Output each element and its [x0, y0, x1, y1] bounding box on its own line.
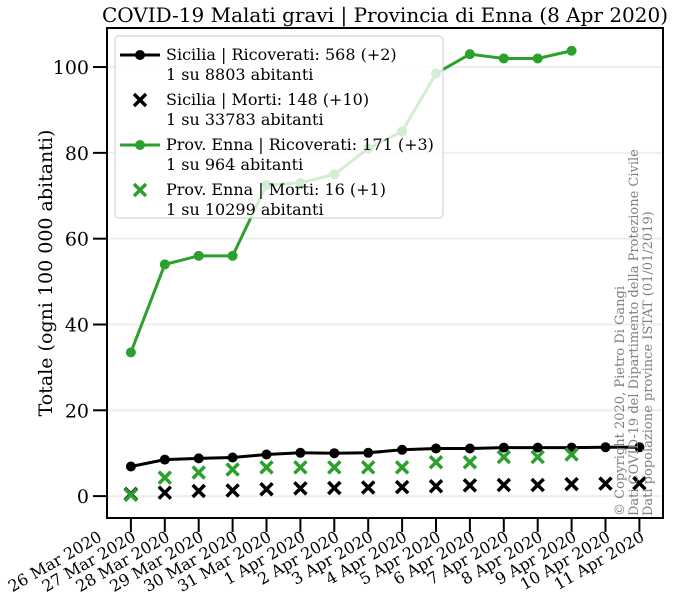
- legend-marker: [135, 50, 145, 60]
- point: [431, 443, 441, 454]
- cross-marker: [225, 462, 240, 477]
- cross-marker: [530, 477, 545, 493]
- point: [464, 49, 475, 60]
- cross-marker: [496, 449, 512, 465]
- cross-marker: [428, 454, 444, 470]
- point: [634, 442, 645, 453]
- plot-frame: [106, 27, 664, 519]
- annotation: Dati COVID-19 del Dipartimento della Pro…: [627, 149, 642, 516]
- legend-marker: [132, 182, 148, 198]
- legend-label: Sicilia | Morti: 148 (+10) 1 su 33783 abi…: [166, 90, 369, 129]
- point: [329, 448, 340, 459]
- cross-marker: [564, 447, 579, 462]
- y-tick-label: 80: [65, 143, 89, 165]
- cross-marker: [598, 476, 613, 491]
- point: [397, 444, 408, 455]
- point: [227, 452, 238, 463]
- legend-label: Sicilia | Ricoverati: 568 (+2) 1 su 8803 …: [166, 45, 397, 84]
- cross-marker: [462, 478, 478, 493]
- legend-marker: [135, 140, 145, 150]
- cross-marker: [327, 460, 342, 475]
- series-line: [130, 445, 640, 468]
- legend-box: [114, 35, 444, 219]
- point: [532, 53, 543, 64]
- cross-marker: [496, 477, 512, 493]
- y-tick-label: 100: [53, 57, 89, 79]
- annotation: © Copyright 2020, Pietro Di Gangi: [613, 286, 628, 516]
- cross-marker: [293, 481, 308, 496]
- point: [363, 447, 374, 458]
- legend-marker: [132, 92, 148, 108]
- point: [227, 250, 238, 261]
- point: [125, 461, 136, 472]
- y-tick-label: 20: [65, 400, 89, 422]
- cross-marker: [157, 470, 173, 485]
- cross-marker: [530, 449, 545, 465]
- cross-marker: [225, 483, 240, 498]
- cross-marker: [191, 465, 206, 480]
- legend-label: Prov. Enna | Morti: 16 (+1) 1 su 10299 ab…: [166, 180, 386, 219]
- y-tick-label: 60: [65, 229, 89, 251]
- point: [261, 449, 272, 460]
- point: [159, 259, 170, 270]
- legend: Sicilia | Ricoverati: 568 (+2) 1 su 8803 …: [114, 35, 444, 219]
- cross-marker: [259, 460, 274, 475]
- y-axis-label: Totale (ogni 100 000 abitanti): [35, 130, 57, 417]
- point: [498, 53, 509, 64]
- cross-marker: [632, 476, 647, 491]
- point: [600, 442, 611, 453]
- cross-marker: [191, 483, 206, 499]
- point: [125, 347, 136, 358]
- cross-marker: [123, 487, 139, 503]
- point: [159, 454, 170, 465]
- cross-marker: [360, 480, 376, 495]
- point: [295, 447, 306, 458]
- point: [193, 250, 204, 261]
- cross-marker: [259, 482, 274, 497]
- cross-marker: [360, 460, 376, 475]
- cross-marker: [327, 480, 342, 496]
- cross-marker: [394, 479, 410, 495]
- y-tick-label: 0: [77, 486, 89, 508]
- y-tick-label: 40: [65, 314, 89, 336]
- cross-marker: [564, 476, 579, 492]
- point: [498, 442, 509, 453]
- annotation: Dati popolazione province ISTAT (01/01/2…: [641, 211, 656, 516]
- point: [532, 442, 543, 453]
- point: [464, 443, 475, 454]
- cross-marker: [428, 479, 444, 494]
- cross-marker: [157, 485, 173, 500]
- cross-marker: [394, 460, 410, 475]
- point: [193, 453, 204, 464]
- legend-label: Prov. Enna | Ricoverati: 171 (+3) 1 su 96…: [166, 135, 434, 174]
- cross-marker: [293, 460, 308, 475]
- chart-title: COVID-19 Malati gravi | Provincia di Enn…: [102, 3, 668, 28]
- point: [566, 45, 577, 56]
- cross-marker: [462, 454, 478, 470]
